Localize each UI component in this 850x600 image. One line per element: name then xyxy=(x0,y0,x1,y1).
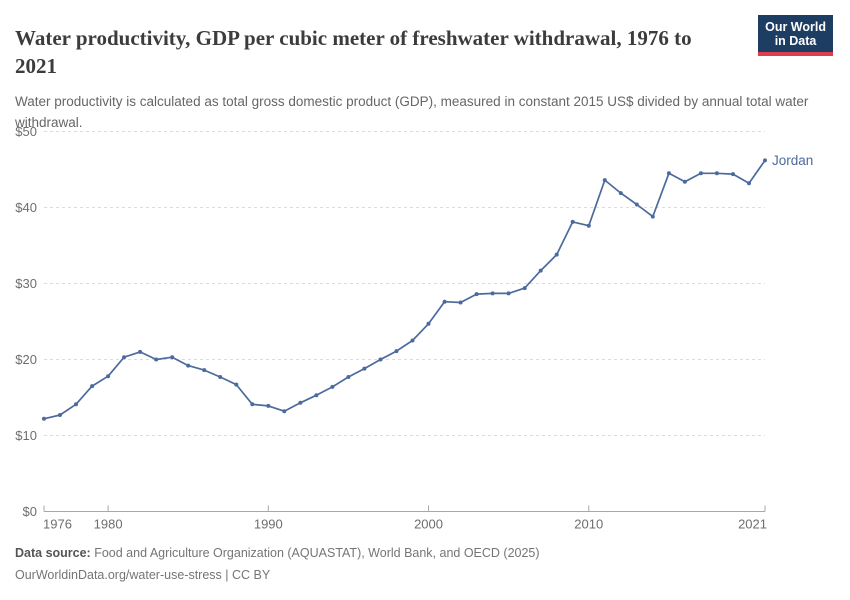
owid-logo[interactable]: Our World in Data xyxy=(758,15,833,56)
data-point[interactable] xyxy=(282,409,287,414)
data-source-text: Food and Agriculture Organization (AQUAS… xyxy=(94,546,540,560)
y-tick-label: $30 xyxy=(15,276,37,291)
data-point[interactable] xyxy=(42,416,46,421)
data-point[interactable] xyxy=(714,171,719,176)
data-point[interactable] xyxy=(747,181,751,186)
owid-logo-line2: in Data xyxy=(774,34,817,48)
data-point[interactable] xyxy=(298,400,303,405)
data-point[interactable] xyxy=(458,300,463,305)
data-point[interactable] xyxy=(522,286,527,291)
data-point[interactable] xyxy=(202,368,207,373)
data-point[interactable] xyxy=(74,402,78,407)
x-tick-label: 2021 xyxy=(738,517,767,532)
data-point[interactable] xyxy=(666,171,671,176)
x-tick-label: 1980 xyxy=(94,517,123,532)
data-point[interactable] xyxy=(442,299,447,304)
data-point[interactable] xyxy=(362,366,367,371)
data-point[interactable] xyxy=(698,171,703,176)
data-point[interactable] xyxy=(122,355,127,360)
entity-label[interactable]: Jordan xyxy=(772,153,813,168)
license-link[interactable]: OurWorldinData.org/water-use-stress | CC… xyxy=(15,568,271,582)
data-point[interactable] xyxy=(138,349,143,354)
data-point[interactable] xyxy=(554,252,559,257)
chart-subtitle: Water productivity is calculated as tota… xyxy=(15,93,809,130)
data-source-line: Data source: Food and Agriculture Organi… xyxy=(15,542,540,564)
y-tick-label: $10 xyxy=(15,428,37,443)
data-point[interactable] xyxy=(570,219,575,224)
data-point[interactable] xyxy=(266,403,271,408)
data-point[interactable] xyxy=(506,291,511,296)
data-point[interactable] xyxy=(682,179,687,184)
data-point[interactable] xyxy=(634,202,639,207)
owid-logo-line1: Our World xyxy=(765,20,826,34)
y-tick-label: $0 xyxy=(23,504,37,519)
data-point[interactable] xyxy=(650,214,655,219)
x-tick-label: 1976 xyxy=(43,517,72,532)
y-tick-label: $20 xyxy=(15,352,37,367)
series-line xyxy=(43,159,766,420)
data-point[interactable] xyxy=(731,172,735,177)
data-point[interactable] xyxy=(90,384,95,389)
data-point[interactable] xyxy=(106,374,111,379)
data-point[interactable] xyxy=(218,375,223,379)
data-point[interactable] xyxy=(154,357,159,362)
y-tick-label: $50 xyxy=(15,124,37,139)
data-point[interactable] xyxy=(186,363,191,368)
data-point[interactable] xyxy=(346,375,351,379)
data-point[interactable] xyxy=(490,291,495,296)
data-point[interactable] xyxy=(250,402,255,407)
data-point[interactable] xyxy=(170,355,175,360)
data-point[interactable] xyxy=(763,158,767,163)
x-tick-label: 2010 xyxy=(574,517,603,532)
data-point[interactable] xyxy=(58,413,62,417)
data-point[interactable] xyxy=(602,178,607,183)
data-source-label: Data source: xyxy=(15,546,91,560)
data-point[interactable] xyxy=(314,393,319,398)
data-point[interactable] xyxy=(474,292,479,297)
data-point[interactable] xyxy=(538,268,543,273)
y-tick-label: $40 xyxy=(15,200,37,215)
page-title: Water productivity, GDP per cubic meter … xyxy=(15,26,692,79)
data-point[interactable] xyxy=(618,191,623,196)
data-point[interactable] xyxy=(410,338,415,343)
data-point[interactable] xyxy=(330,384,335,389)
data-point[interactable] xyxy=(394,349,399,354)
chart-footer: Data source: Food and Agriculture Organi… xyxy=(15,542,540,586)
x-tick-label: 1990 xyxy=(254,517,283,532)
data-point[interactable] xyxy=(234,382,239,387)
data-point[interactable] xyxy=(426,321,431,326)
x-tick-label: 2000 xyxy=(414,517,443,532)
data-point[interactable] xyxy=(378,357,383,362)
data-point[interactable] xyxy=(586,223,591,228)
